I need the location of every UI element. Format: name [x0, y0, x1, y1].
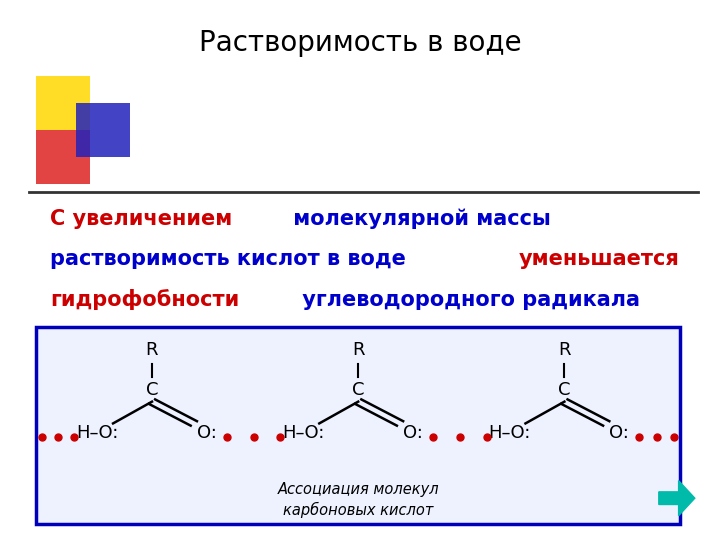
Text: O:: O:	[403, 424, 423, 442]
Text: H–O:: H–O:	[282, 424, 325, 442]
Text: углеводородного радикала: углеводородного радикала	[294, 289, 639, 310]
Text: Ассоциация молекул: Ассоциация молекул	[277, 482, 439, 497]
Text: O:: O:	[609, 424, 629, 442]
FancyBboxPatch shape	[36, 327, 680, 524]
Polygon shape	[659, 481, 695, 516]
Text: С увеличением: С увеличением	[50, 208, 233, 229]
Text: R: R	[352, 341, 364, 359]
Bar	[76, 103, 130, 157]
Text: гидрофобности: гидрофобности	[50, 289, 240, 310]
Text: молекулярной массы: молекулярной массы	[286, 208, 550, 229]
Text: H–O:: H–O:	[488, 424, 531, 442]
Text: R: R	[558, 341, 571, 359]
Text: карбоновых кислот: карбоновых кислот	[283, 502, 433, 518]
Text: C: C	[558, 381, 571, 399]
Text: C: C	[145, 381, 158, 399]
Bar	[36, 76, 90, 130]
Text: C: C	[352, 381, 364, 399]
Text: уменьшается: уменьшается	[519, 249, 680, 269]
Text: Растворимость в воде: Растворимость в воде	[199, 29, 521, 57]
Bar	[36, 130, 90, 184]
Text: H–O:: H–O:	[76, 424, 118, 442]
Text: растворимость кислот в воде: растворимость кислот в воде	[50, 249, 413, 269]
Text: R: R	[145, 341, 158, 359]
Text: O:: O:	[197, 424, 217, 442]
